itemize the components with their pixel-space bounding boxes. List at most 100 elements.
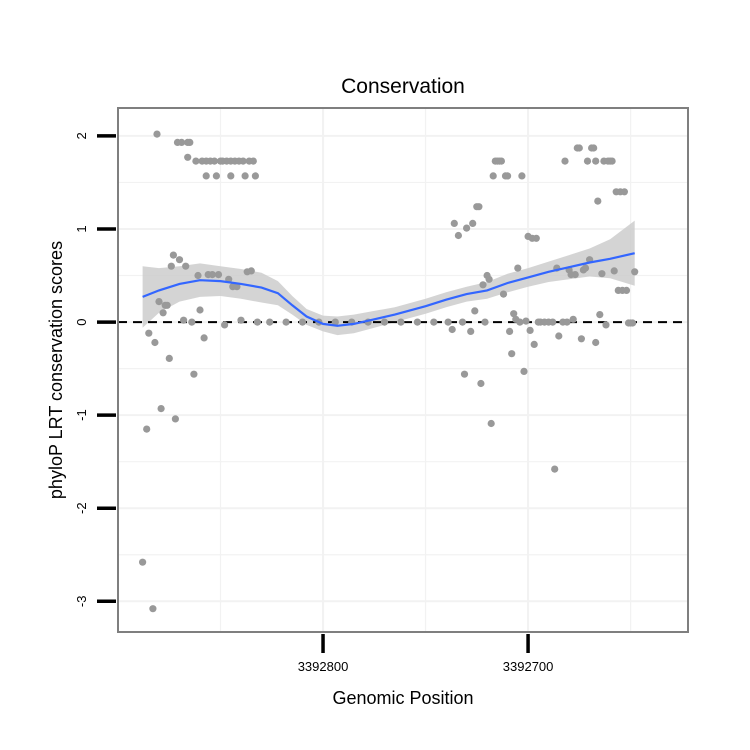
data-point-5: [153, 130, 161, 138]
data-point-49: [237, 316, 245, 324]
data-point-86: [487, 419, 495, 428]
data-point-107: [530, 340, 538, 348]
data-point-67: [413, 318, 421, 326]
data-point-92: [499, 290, 508, 298]
y-tick-label-0: -3: [74, 596, 89, 608]
data-point-80: [475, 203, 483, 211]
data-point-0: [139, 558, 147, 566]
data-point-35: [210, 157, 218, 165]
data-point-7: [157, 405, 165, 413]
x-tick-label-0: 3392800: [298, 659, 349, 674]
data-point-4: [151, 338, 159, 347]
data-point-114: [551, 465, 559, 473]
data-point-105: [526, 326, 534, 334]
data-point-62: [331, 318, 339, 326]
data-point-100: [516, 318, 524, 326]
data-point-25: [192, 157, 200, 165]
data-point-149: [622, 286, 631, 294]
data-point-125: [575, 144, 583, 152]
data-point-1: [143, 425, 151, 433]
data-point-54: [247, 267, 255, 275]
data-point-13: [169, 251, 177, 259]
data-point-126: [577, 335, 586, 343]
data-point-72: [454, 231, 462, 240]
y-axis: -3 -2 -1 0 1 2: [74, 132, 116, 607]
data-point-135: [594, 197, 602, 205]
data-point-50: [239, 157, 247, 165]
confidence-band-layer: [142, 220, 635, 336]
data-point-118: [561, 157, 569, 165]
data-point-83: [481, 318, 489, 326]
data-point-122: [569, 315, 577, 323]
data-point-139: [602, 321, 610, 329]
x-tick-label-1: 3392700: [503, 659, 554, 674]
data-point-143: [610, 267, 618, 275]
data-point-95: [506, 327, 514, 335]
data-point-91: [497, 157, 505, 165]
data-point-12: [167, 262, 175, 270]
data-point-19: [182, 262, 190, 270]
data-point-152: [629, 319, 637, 327]
data-point-69: [444, 318, 452, 326]
data-point-71: [450, 219, 458, 227]
data-point-101: [518, 172, 526, 180]
data-point-11: [165, 354, 173, 362]
data-point-6: [155, 298, 163, 306]
data-point-10: [163, 301, 171, 309]
data-point-113: [549, 318, 557, 326]
data-point-36: [212, 172, 220, 180]
data-point-44: [227, 172, 235, 180]
data-point-96: [508, 350, 516, 358]
data-point-24: [190, 370, 198, 378]
data-point-40: [221, 321, 229, 329]
data-point-87: [489, 172, 497, 180]
data-point-51: [241, 172, 249, 180]
data-point-129: [583, 157, 592, 165]
data-point-70: [448, 325, 456, 334]
data-point-76: [467, 327, 475, 335]
data-point-74: [460, 370, 469, 378]
smooth-trend-line: [142, 252, 635, 327]
data-point-34: [208, 271, 216, 279]
data-points: [139, 130, 639, 613]
grid-lines: [118, 108, 688, 632]
data-point-153: [631, 268, 639, 276]
data-point-97: [510, 310, 518, 318]
data-point-27: [196, 306, 204, 314]
data-point-123: [571, 271, 579, 279]
data-point-73: [458, 318, 467, 326]
data-point-56: [251, 172, 259, 180]
data-point-81: [477, 379, 485, 388]
data-point-132: [590, 144, 598, 152]
data-point-14: [171, 415, 179, 423]
data-point-23: [188, 318, 196, 326]
data-point-60: [298, 318, 307, 326]
data-point-66: [397, 318, 405, 326]
y-axis-label: phyloP LRT conservation scores: [46, 241, 66, 499]
y-tick-label-5: 2: [74, 132, 89, 139]
data-point-22: [186, 138, 194, 146]
data-point-102: [520, 367, 528, 375]
data-point-16: [175, 256, 184, 264]
data-point-142: [608, 157, 616, 165]
data-point-94: [504, 172, 512, 180]
panel-border: [117, 107, 689, 633]
y-tick-label-4: 1: [74, 225, 89, 232]
data-point-134: [592, 157, 600, 165]
data-point-26: [194, 271, 202, 280]
data-point-133: [592, 338, 600, 347]
data-point-85: [485, 275, 493, 283]
data-point-18: [180, 316, 188, 324]
data-point-99: [514, 264, 522, 272]
x-axis-label: Genomic Position: [332, 688, 473, 708]
data-point-119: [563, 318, 571, 326]
chart-title: Conservation: [341, 75, 465, 98]
data-point-116: [555, 332, 563, 340]
data-point-3: [149, 605, 157, 613]
data-point-58: [266, 318, 274, 326]
y-tick-label-2: -1: [74, 409, 89, 421]
data-point-148: [620, 188, 629, 196]
data-point-137: [598, 270, 606, 278]
data-point-31: [202, 172, 210, 180]
